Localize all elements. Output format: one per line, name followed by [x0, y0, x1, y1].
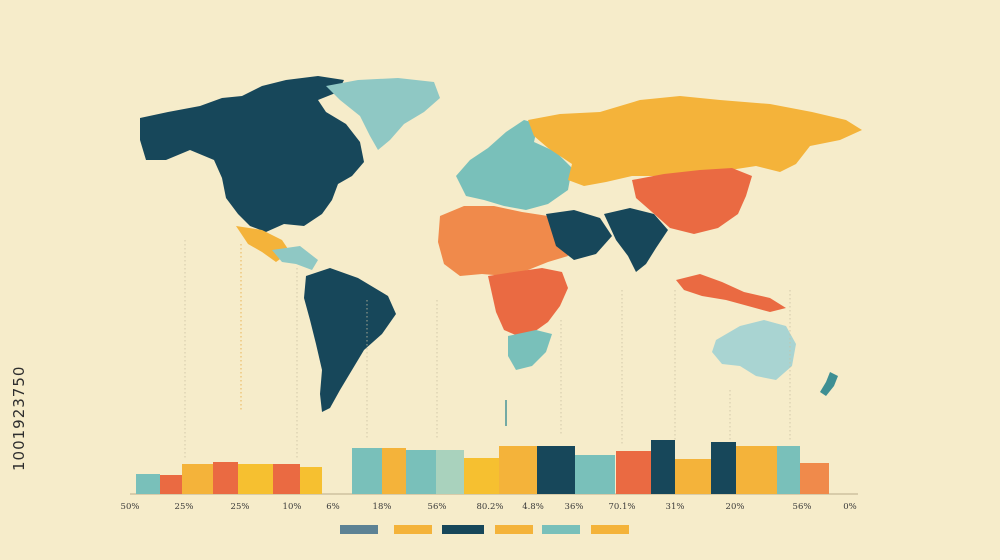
- map-region-south-america: [304, 268, 396, 412]
- bar: [651, 440, 675, 494]
- tick-label-group: 50% 25% 25% 10% 6% 18% 56% 80.2% 4.8% 36% 70.1% 31%…: [121, 502, 857, 512]
- bar: [464, 458, 499, 494]
- bar: [675, 459, 711, 494]
- map-region-india: [604, 208, 668, 272]
- map-guide-lines: [184, 240, 791, 460]
- legend-swatch: [542, 525, 580, 534]
- tick-label: 0%: [843, 502, 857, 512]
- map-region-new-zealand: [820, 372, 838, 396]
- map-region-australia: [712, 320, 796, 380]
- bar: [160, 475, 182, 494]
- bar: [182, 464, 214, 494]
- tick-label: 31%: [666, 502, 685, 512]
- tick-label: 56%: [793, 502, 812, 512]
- world-map: [140, 76, 862, 460]
- tick-label: 20%: [726, 502, 745, 512]
- legend-swatch: [591, 525, 629, 534]
- bar: [300, 467, 322, 494]
- bar: [382, 448, 406, 494]
- bar: [238, 464, 274, 494]
- bar: [575, 455, 615, 494]
- tick-label: 50%: [121, 502, 140, 512]
- map-region-middle-east: [546, 210, 612, 260]
- bar-group: [136, 440, 829, 494]
- tick-label: 10%: [283, 502, 302, 512]
- legend: [340, 525, 629, 534]
- tick-label: 18%: [373, 502, 392, 512]
- map-region-north-america: [140, 76, 364, 232]
- bar: [736, 446, 777, 494]
- map-region-southeast-asia: [676, 274, 786, 312]
- tick-label: 6%: [326, 502, 340, 512]
- bar: [537, 446, 575, 494]
- map-region-china: [632, 168, 752, 234]
- map-region-greenland: [326, 78, 440, 150]
- map-region-russia: [528, 96, 862, 186]
- tick-label: 80.2%: [476, 502, 503, 512]
- bar: [136, 474, 160, 494]
- legend-swatch: [442, 525, 484, 534]
- tick-label: 70.1%: [608, 502, 635, 512]
- bar: [352, 448, 382, 494]
- bar: [711, 442, 736, 494]
- map-region-north-africa: [438, 206, 568, 276]
- map-region-southern-africa: [508, 330, 552, 370]
- stock-id-watermark: 1001923750: [10, 365, 28, 471]
- bar-chart: 50% 25% 25% 10% 6% 18% 56% 80.2% 4.8% 36% 70.1% 31%…: [121, 440, 858, 534]
- tick-label: 25%: [175, 502, 194, 512]
- bar: [273, 464, 300, 494]
- map-region-central-africa: [488, 268, 568, 336]
- tick-label: 25%: [231, 502, 250, 512]
- map-region-central-america: [272, 246, 318, 270]
- bar: [800, 463, 829, 494]
- bar: [406, 450, 436, 494]
- tick-label: 36%: [565, 502, 584, 512]
- map-region-europe: [456, 120, 572, 210]
- bar: [616, 451, 651, 494]
- legend-swatch: [495, 525, 533, 534]
- legend-swatch: [340, 525, 378, 534]
- bar: [499, 446, 537, 494]
- bar: [436, 450, 464, 494]
- bar: [777, 446, 800, 494]
- tick-label: 4.8%: [522, 502, 544, 512]
- bar: [213, 462, 238, 494]
- tick-label: 56%: [428, 502, 447, 512]
- legend-swatch: [394, 525, 432, 534]
